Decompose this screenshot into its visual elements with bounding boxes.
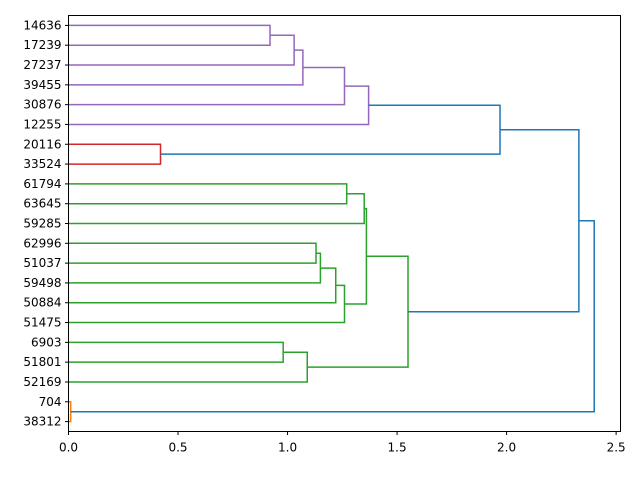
leaf-label: 51801 [23, 355, 61, 369]
leaf-label: 12255 [23, 117, 61, 131]
dendrogram-links [68, 24, 595, 423]
x-axis: 0.0 0.5 1.0 1.5 2.0 2.5 [59, 431, 626, 455]
leaf-label: 39455 [23, 78, 61, 92]
dendrogram-link-1 [68, 24, 271, 46]
leaf-label: 33524 [23, 157, 61, 171]
leaf-label: 51475 [23, 316, 61, 330]
leaf-label: 51037 [23, 256, 61, 270]
dendrogram-link-16 [68, 351, 309, 383]
dendrogram-link-2 [68, 34, 295, 66]
leaf-label: 38312 [23, 415, 61, 429]
dendrogram-link-7 [160, 104, 501, 155]
dendrogram-link-9 [68, 193, 365, 225]
dendrogram-link-12 [68, 267, 337, 304]
dendrogram-link-18 [408, 128, 580, 313]
dendrogram-link-13 [68, 284, 346, 324]
leaf-label: 62996 [23, 236, 61, 250]
leaf-label: 61794 [23, 177, 61, 191]
dendrogram-link-11 [68, 252, 322, 284]
leaf-label: 27237 [23, 58, 61, 72]
leaf-label: 17239 [23, 38, 61, 52]
x-tick-label: 1.5 [388, 441, 407, 455]
dendrogram-link-6 [68, 143, 162, 165]
leaf-labels: 14636 17239 27237 39455 30876 12255 20116 33524… [23, 18, 69, 429]
x-tick-label: 0.0 [59, 441, 78, 455]
leaf-label: 6903 [31, 335, 62, 349]
dendrogram-link-20 [70, 219, 595, 413]
leaf-label: 704 [39, 395, 62, 409]
dendrogram-link-15 [68, 341, 284, 363]
leaf-label: 63645 [23, 197, 61, 211]
x-tick-label: 2.0 [497, 441, 516, 455]
leaf-label: 50884 [23, 296, 61, 310]
leaf-label: 52169 [23, 375, 61, 389]
dendrogram-link-17 [307, 255, 409, 368]
x-tick-label: 2.5 [607, 441, 626, 455]
leaf-label: 14636 [23, 18, 61, 32]
dendrogram-link-8 [68, 183, 348, 205]
dendrogram-link-3 [68, 49, 304, 86]
leaf-label: 30876 [23, 98, 61, 112]
leaf-label: 20116 [23, 137, 61, 151]
dendrogram-link-10 [68, 242, 317, 264]
leaf-label: 59498 [23, 276, 61, 290]
x-tick-label: 1.0 [278, 441, 297, 455]
leaf-label: 59285 [23, 217, 61, 231]
dendrogram-link-5 [68, 85, 370, 126]
x-tick-label: 0.5 [168, 441, 187, 455]
